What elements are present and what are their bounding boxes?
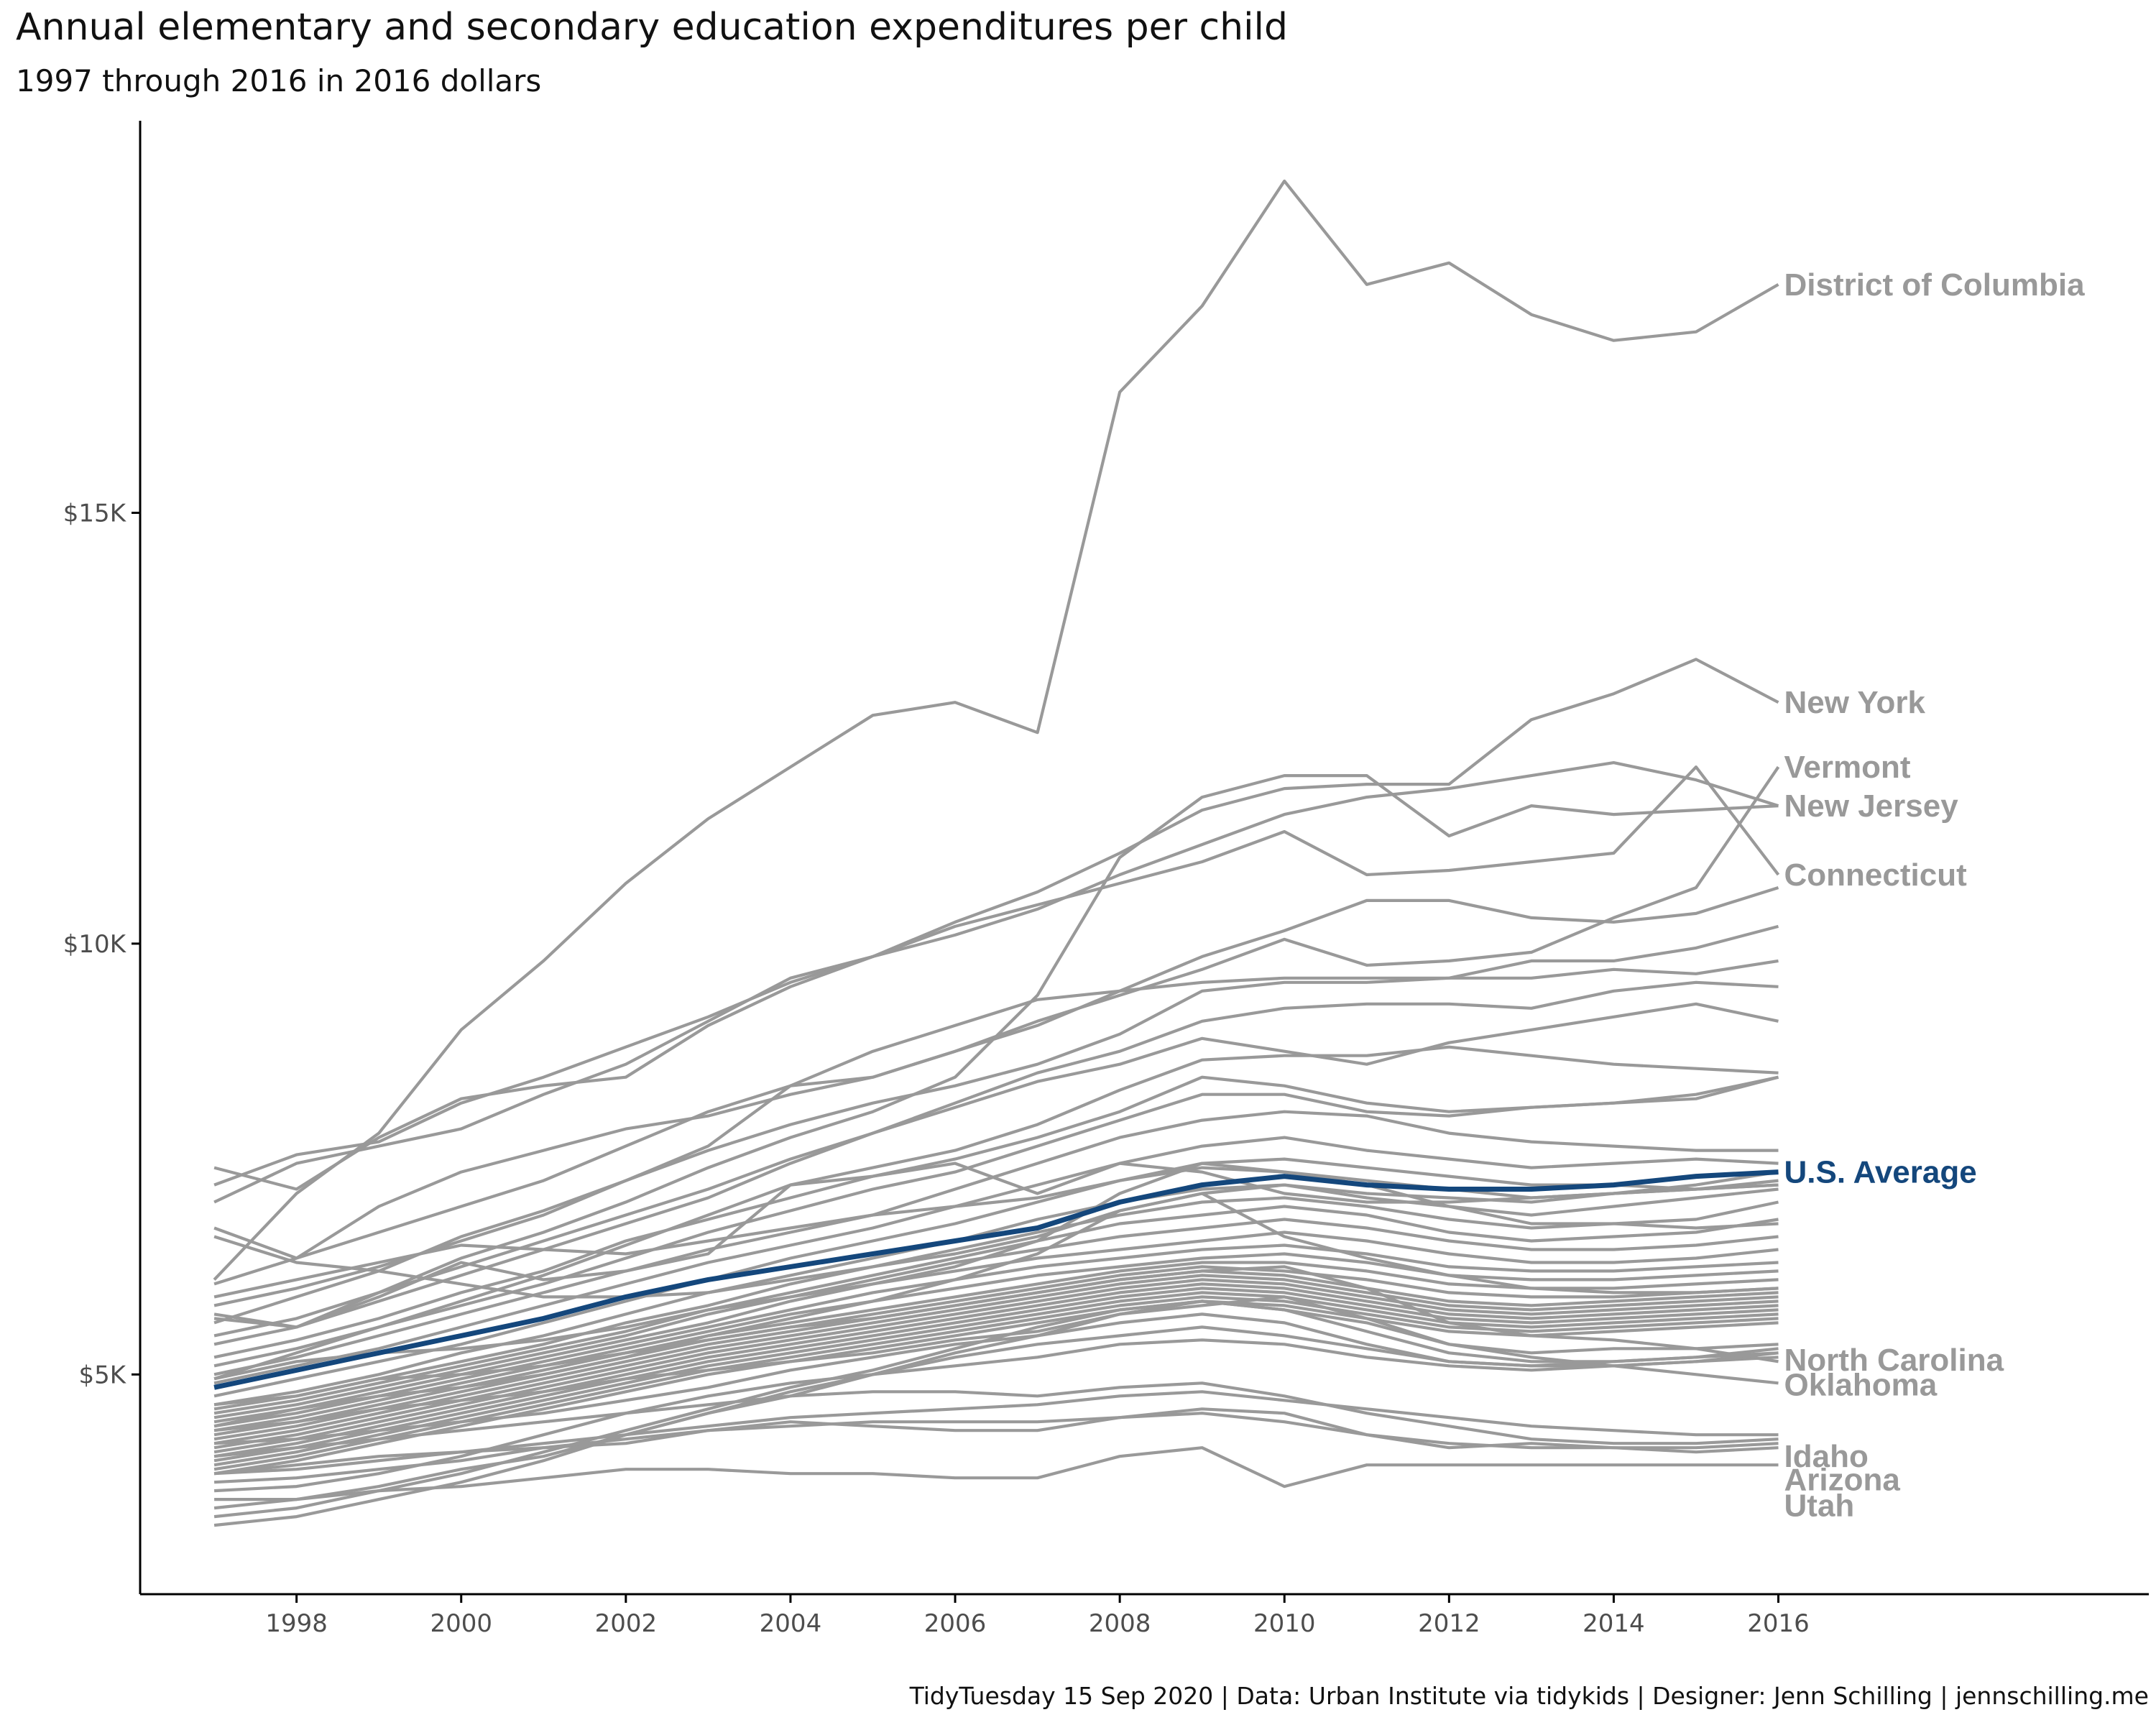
connecticut-line bbox=[213, 765, 1780, 1191]
state-line bbox=[213, 980, 1779, 1338]
new-jersey-line bbox=[213, 760, 1779, 1204]
x-tick-label: 2014 bbox=[1583, 1609, 1645, 1638]
new-jersey-label: New Jersey bbox=[1784, 788, 1959, 824]
state-line bbox=[213, 959, 1779, 1307]
state-line bbox=[213, 1230, 1779, 1424]
state-line bbox=[213, 1192, 1779, 1428]
y-tick-label: $10K bbox=[63, 930, 127, 959]
state-line bbox=[213, 1274, 1779, 1450]
state-line bbox=[213, 1110, 1779, 1376]
u-s-average-label: U.S. Average bbox=[1784, 1155, 1977, 1190]
state-line bbox=[213, 1412, 1779, 1484]
state-line bbox=[213, 1300, 1779, 1445]
state-line bbox=[213, 1183, 1779, 1407]
state-line bbox=[213, 1300, 1779, 1519]
state-line bbox=[213, 773, 1779, 1329]
state-line bbox=[213, 1282, 1779, 1458]
state-line bbox=[213, 1243, 1779, 1428]
x-tick-label: 1998 bbox=[265, 1609, 328, 1638]
state-line bbox=[213, 1390, 1779, 1476]
district-of-columbia-line bbox=[213, 179, 1779, 1281]
district-of-columbia-label: District of Columbia bbox=[1784, 267, 2086, 303]
idaho-line bbox=[213, 1381, 1779, 1458]
state-line bbox=[213, 1325, 1779, 1510]
new-york-line bbox=[213, 658, 1779, 1187]
idaho-label: Idaho bbox=[1784, 1439, 1869, 1474]
state-line bbox=[213, 1045, 1779, 1381]
state-line bbox=[213, 1162, 1779, 1381]
average-line bbox=[213, 1169, 1779, 1390]
y-tick-label: $5K bbox=[78, 1361, 126, 1389]
state-line bbox=[213, 1136, 1779, 1385]
state-line bbox=[213, 1300, 1779, 1476]
state-line bbox=[213, 1252, 1779, 1432]
chart-title: Annual elementary and secondary educatio… bbox=[16, 6, 1288, 49]
state-line bbox=[213, 1278, 1779, 1454]
state-line bbox=[213, 1287, 1779, 1463]
y-tick-label: $15K bbox=[63, 499, 127, 528]
state-line bbox=[213, 1162, 1779, 1329]
connecticut-label: Connecticut bbox=[1784, 857, 1968, 893]
new-york-label: New York bbox=[1784, 685, 1926, 720]
state-line bbox=[213, 1269, 1779, 1445]
oklahoma-label: Oklahoma bbox=[1784, 1368, 1938, 1403]
utah-label: Utah bbox=[1784, 1489, 1855, 1524]
arizona-label: Arizona bbox=[1784, 1463, 1901, 1498]
state-line bbox=[213, 1166, 1779, 1299]
x-tick-label: 2002 bbox=[595, 1609, 658, 1638]
north-carolina-label: North Carolina bbox=[1784, 1343, 2004, 1378]
x-tick-label: 2000 bbox=[430, 1609, 492, 1638]
chart-subtitle: 1997 through 2016 in 2016 dollars bbox=[16, 63, 542, 98]
x-tick-label: 2008 bbox=[1089, 1609, 1151, 1638]
x-tick-label: 2010 bbox=[1253, 1609, 1316, 1638]
state-line bbox=[213, 1075, 1779, 1368]
state-line bbox=[213, 1265, 1779, 1441]
state-line bbox=[213, 1218, 1779, 1420]
vermont-label: Vermont bbox=[1784, 750, 1911, 785]
state-line bbox=[213, 1338, 1779, 1493]
chart-caption: TidyTuesday 15 Sep 2020 | Data: Urban In… bbox=[909, 1682, 2149, 1710]
state-line bbox=[213, 1196, 1779, 1411]
x-tick-label: 2004 bbox=[760, 1609, 822, 1638]
state-line bbox=[213, 1002, 1779, 1346]
state-line bbox=[213, 1205, 1779, 1415]
state-line bbox=[213, 1291, 1779, 1467]
x-tick-label: 2016 bbox=[1747, 1609, 1810, 1638]
x-tick-label: 2006 bbox=[924, 1609, 987, 1638]
state-line bbox=[213, 1183, 1779, 1299]
state-line bbox=[213, 886, 1779, 1286]
axes: $5K $10K $15K 1998 2000 2002 2004 2006 2008 2010 2… bbox=[63, 121, 2149, 1638]
x-tick-label: 2012 bbox=[1418, 1609, 1480, 1638]
state-line bbox=[213, 1157, 1779, 1398]
state-line bbox=[213, 924, 1779, 1325]
series-lines bbox=[213, 179, 1780, 1527]
utah-line bbox=[214, 1446, 1779, 1501]
